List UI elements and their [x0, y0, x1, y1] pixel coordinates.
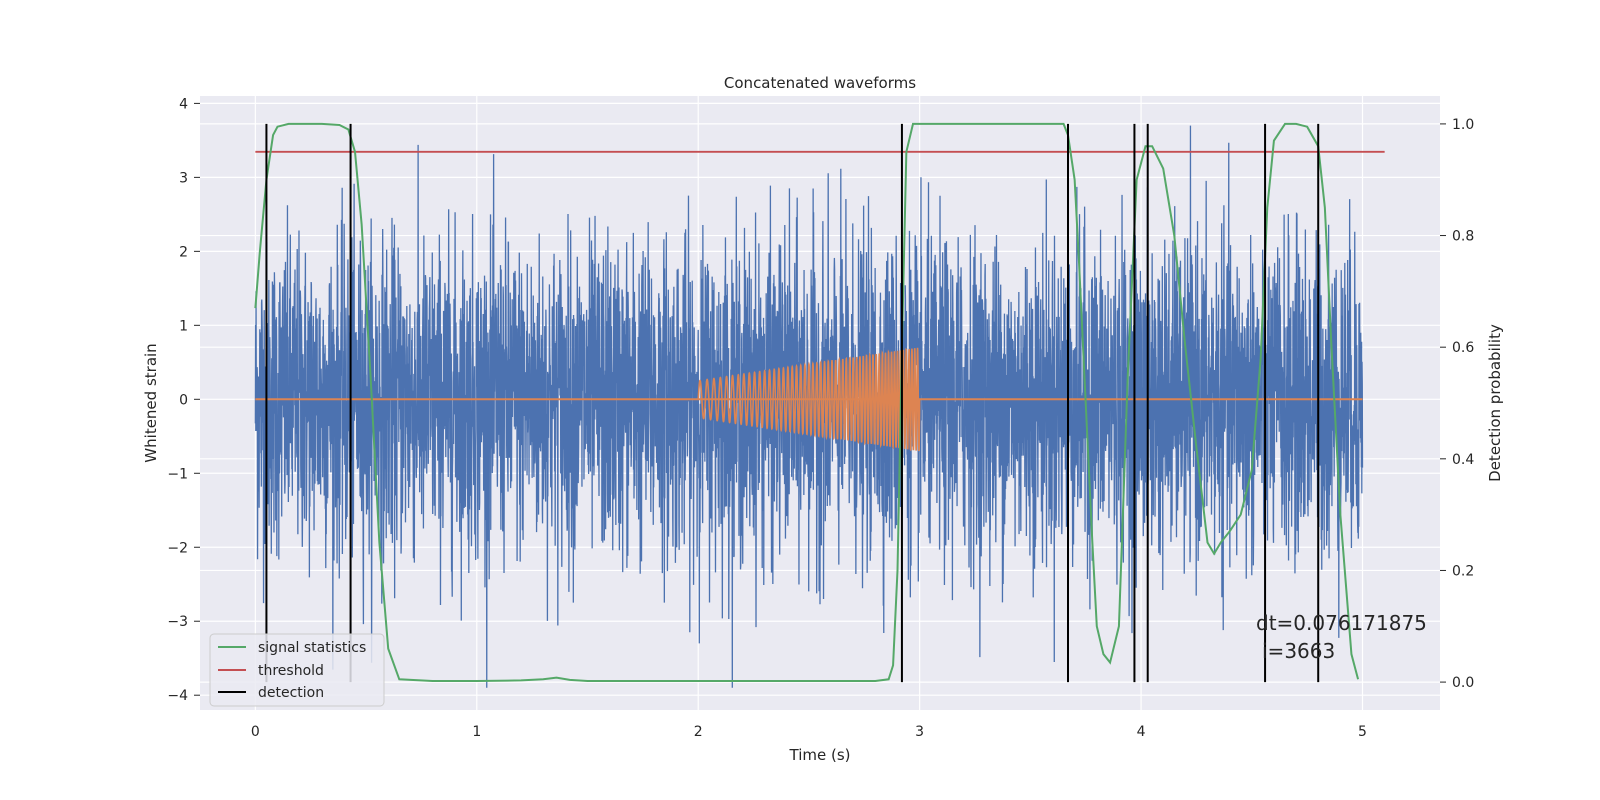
y-tick-label: 3: [179, 170, 188, 186]
y2-tick-label: 0.8: [1452, 229, 1474, 245]
y-tick-label: 2: [179, 244, 188, 260]
y-axis-ticks: −4 −3 −2 −1 0 1 2 3 4: [167, 96, 200, 704]
y-tick-label: 4: [179, 96, 188, 112]
y2-tick-label: 1.0: [1452, 117, 1474, 133]
x-axis-label: Time (s): [789, 746, 851, 764]
legend-label-signal-statistics: signal statistics: [258, 640, 366, 656]
x-tick-label: 3: [915, 724, 924, 740]
signal-statistics-line: [254, 122, 1360, 682]
legend-label-threshold: threshold: [258, 663, 324, 679]
x-tick-label: 2: [694, 724, 703, 740]
y-tick-label: −2: [167, 540, 188, 556]
y2-axis-ticks: 0.0 0.2 0.4 0.6 0.8 1.0: [1440, 117, 1474, 691]
legend: signal statistics threshold detection: [209, 633, 385, 707]
annotation-dt: dt=0.076171875: [1256, 611, 1427, 635]
grid: [200, 96, 1440, 710]
chart-title: Concatenated waveforms: [724, 74, 916, 92]
y2-tick-label: 0.0: [1452, 675, 1474, 691]
y2-axis-label: Detection probability: [1486, 324, 1504, 482]
x-tick-label: 4: [1137, 724, 1146, 740]
injection-series-line: [697, 347, 921, 452]
y-tick-label: −1: [167, 466, 188, 482]
x-tick-label: 5: [1358, 724, 1367, 740]
y-tick-label: 0: [179, 392, 188, 408]
y2-tick-label: 0.4: [1452, 452, 1474, 468]
annotation-i: i=3663: [1262, 639, 1335, 663]
x-tick-label: 1: [472, 724, 481, 740]
legend-label-detection: detection: [258, 685, 324, 701]
detection-lines: [265, 123, 1320, 683]
y-axis-label: Whitened strain: [142, 343, 160, 462]
y-tick-label: −3: [167, 614, 188, 630]
y2-tick-label: 0.2: [1452, 563, 1474, 579]
legend-box: [209, 633, 385, 707]
y-tick-label: 1: [179, 318, 188, 334]
x-tick-label: 0: [251, 724, 260, 740]
x-axis-ticks: 0 1 2 3 4 5: [251, 724, 1367, 740]
y-tick-label: −4: [167, 688, 188, 704]
y2-tick-label: 0.6: [1452, 340, 1474, 356]
noise-series-line: [254, 125, 1364, 688]
